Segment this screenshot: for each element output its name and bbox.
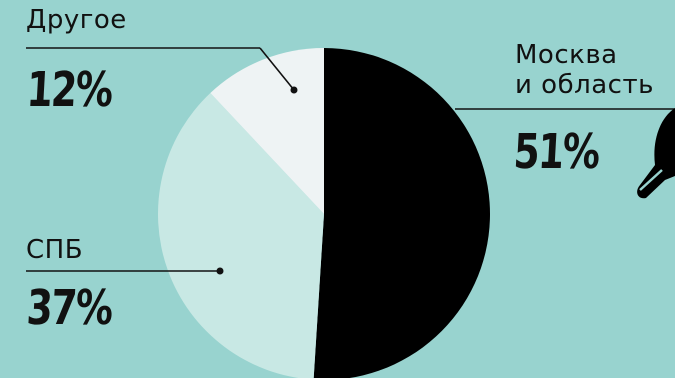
leader-dot-spb: [216, 267, 224, 275]
leader-dot-drugoe: [290, 86, 298, 94]
decorative-magnifier: [637, 108, 675, 199]
label-moskva: Москва и область: [515, 40, 654, 100]
magnifier-shape: [637, 108, 675, 199]
pie-slice-spb: [158, 92, 324, 378]
value-label-spb: 37%: [25, 280, 114, 336]
value-label-moskva: 51%: [512, 124, 601, 180]
magnifier-highlight: [639, 169, 663, 191]
leader-lines: [26, 47, 675, 275]
label-drugoe: Другое: [26, 5, 127, 35]
leader-line-drugoe-diag: [259, 47, 295, 91]
label-spb: СПБ: [26, 235, 84, 265]
pie-slice-moskva: [313, 48, 490, 378]
pie-slices: [158, 48, 490, 378]
value-label-drugoe: 12%: [25, 62, 114, 118]
